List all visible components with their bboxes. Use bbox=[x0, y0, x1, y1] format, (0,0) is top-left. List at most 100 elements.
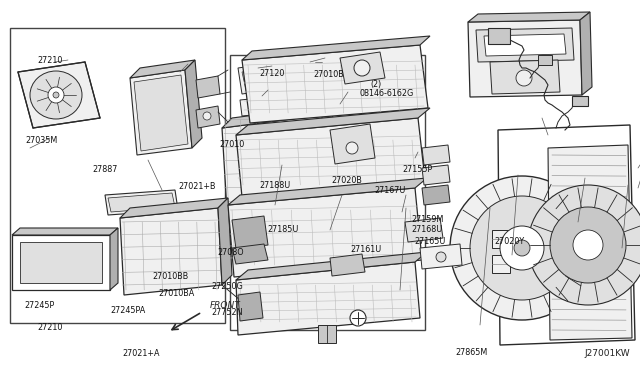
Text: 27165U: 27165U bbox=[415, 237, 446, 246]
Polygon shape bbox=[108, 193, 175, 212]
Polygon shape bbox=[476, 28, 574, 62]
Text: 27210: 27210 bbox=[37, 56, 63, 65]
Text: 27245P: 27245P bbox=[24, 301, 54, 310]
Polygon shape bbox=[218, 198, 232, 285]
Polygon shape bbox=[236, 262, 420, 335]
Circle shape bbox=[550, 207, 626, 283]
Polygon shape bbox=[120, 208, 222, 295]
Text: 27168U: 27168U bbox=[411, 225, 442, 234]
Text: 27161U: 27161U bbox=[351, 246, 382, 254]
Text: 27159M: 27159M bbox=[411, 215, 444, 224]
Text: 27035M: 27035M bbox=[26, 136, 58, 145]
Text: 27865M: 27865M bbox=[456, 348, 488, 357]
Polygon shape bbox=[134, 75, 188, 151]
Polygon shape bbox=[242, 66, 280, 90]
Text: 27188U: 27188U bbox=[260, 181, 291, 190]
Polygon shape bbox=[405, 218, 443, 242]
Text: 27010B: 27010B bbox=[314, 70, 344, 79]
Polygon shape bbox=[468, 12, 590, 22]
Polygon shape bbox=[238, 292, 263, 321]
Polygon shape bbox=[422, 185, 450, 205]
Ellipse shape bbox=[30, 71, 82, 119]
Polygon shape bbox=[236, 108, 430, 135]
Circle shape bbox=[436, 252, 446, 262]
Text: 27021+B: 27021+B bbox=[178, 182, 216, 191]
Circle shape bbox=[346, 142, 358, 154]
Bar bbox=[538, 55, 552, 65]
Bar bbox=[488, 28, 510, 44]
Text: 27010BA: 27010BA bbox=[159, 289, 195, 298]
Text: 27010: 27010 bbox=[219, 140, 244, 149]
Polygon shape bbox=[468, 20, 582, 97]
Polygon shape bbox=[20, 242, 102, 283]
Polygon shape bbox=[236, 118, 425, 197]
Text: 27020Y: 27020Y bbox=[494, 237, 524, 246]
Polygon shape bbox=[322, 105, 338, 215]
Text: 27020B: 27020B bbox=[332, 176, 362, 185]
Bar bbox=[318, 325, 336, 343]
Text: 27185U: 27185U bbox=[268, 225, 299, 234]
Text: 27887: 27887 bbox=[93, 165, 118, 174]
Polygon shape bbox=[330, 254, 365, 276]
Polygon shape bbox=[236, 252, 427, 280]
Polygon shape bbox=[185, 60, 202, 148]
Circle shape bbox=[500, 226, 544, 270]
Polygon shape bbox=[222, 115, 328, 228]
Polygon shape bbox=[242, 45, 428, 123]
Text: 27120: 27120 bbox=[260, 69, 285, 78]
Polygon shape bbox=[105, 190, 178, 215]
Text: 2708O: 2708O bbox=[218, 248, 244, 257]
Text: 27210: 27210 bbox=[37, 323, 63, 332]
Polygon shape bbox=[12, 235, 110, 290]
Circle shape bbox=[354, 60, 370, 76]
Polygon shape bbox=[238, 62, 284, 94]
Polygon shape bbox=[422, 165, 450, 185]
Text: (2): (2) bbox=[370, 80, 381, 89]
Polygon shape bbox=[498, 125, 635, 345]
Polygon shape bbox=[422, 145, 450, 165]
Circle shape bbox=[53, 92, 59, 98]
Polygon shape bbox=[222, 105, 332, 128]
Text: 27155P: 27155P bbox=[402, 165, 432, 174]
Text: 27167U: 27167U bbox=[374, 186, 406, 195]
Text: J27001KW: J27001KW bbox=[584, 349, 630, 358]
Circle shape bbox=[573, 230, 603, 260]
Text: 27245PA: 27245PA bbox=[110, 306, 145, 315]
Circle shape bbox=[514, 240, 530, 256]
Polygon shape bbox=[110, 228, 118, 290]
Circle shape bbox=[516, 70, 532, 86]
Polygon shape bbox=[580, 12, 592, 95]
Polygon shape bbox=[130, 70, 192, 155]
Polygon shape bbox=[484, 34, 566, 56]
Polygon shape bbox=[228, 178, 427, 205]
Bar bbox=[492, 230, 510, 248]
Text: FRONT: FRONT bbox=[210, 301, 241, 310]
Polygon shape bbox=[490, 60, 560, 94]
Polygon shape bbox=[18, 62, 100, 128]
Polygon shape bbox=[420, 244, 462, 269]
Polygon shape bbox=[130, 60, 195, 78]
Circle shape bbox=[450, 176, 594, 320]
Polygon shape bbox=[196, 106, 220, 128]
Circle shape bbox=[470, 196, 574, 300]
Text: 27010BB: 27010BB bbox=[152, 272, 189, 280]
Polygon shape bbox=[242, 36, 430, 60]
Polygon shape bbox=[232, 244, 268, 264]
Text: 27021+A: 27021+A bbox=[122, 349, 159, 358]
Circle shape bbox=[48, 87, 64, 103]
Circle shape bbox=[528, 185, 640, 305]
Polygon shape bbox=[196, 76, 220, 98]
Text: 08146-6162G: 08146-6162G bbox=[360, 89, 414, 98]
Polygon shape bbox=[548, 145, 632, 340]
Bar bbox=[10, 28, 225, 323]
Polygon shape bbox=[12, 228, 118, 235]
Polygon shape bbox=[232, 216, 268, 249]
Text: 27752N: 27752N bbox=[211, 308, 243, 317]
Polygon shape bbox=[340, 52, 385, 84]
Bar bbox=[230, 55, 425, 330]
Circle shape bbox=[203, 112, 211, 120]
Polygon shape bbox=[240, 96, 282, 116]
Polygon shape bbox=[120, 198, 228, 218]
Text: 27250G: 27250G bbox=[211, 282, 243, 291]
Bar bbox=[572, 96, 588, 106]
